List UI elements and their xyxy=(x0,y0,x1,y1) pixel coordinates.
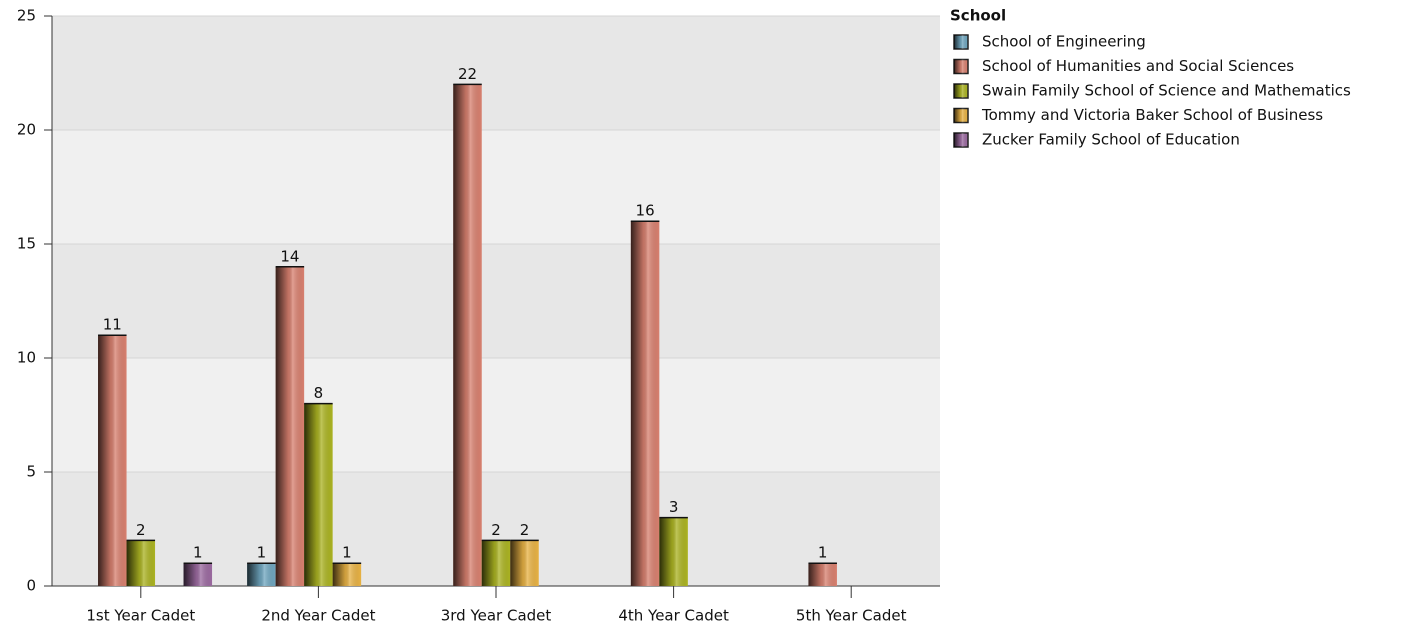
legend-label: Swain Family School of Science and Mathe… xyxy=(982,82,1351,100)
x-tick-label: 5th Year Cadet xyxy=(796,607,907,625)
legend-swatch-shade xyxy=(954,108,968,123)
plot-band xyxy=(52,244,940,358)
x-tick-label: 4th Year Cadet xyxy=(618,607,729,625)
y-tick-label: 20 xyxy=(17,121,36,139)
y-tick-label: 10 xyxy=(17,349,36,367)
legend-title: School xyxy=(950,7,1006,25)
value-label: 8 xyxy=(314,384,324,402)
plot-band xyxy=(52,358,940,472)
legend-swatch-shade xyxy=(954,84,968,98)
value-label: 11 xyxy=(103,316,122,334)
bar-shade xyxy=(481,540,511,586)
legend-label: Zucker Family School of Education xyxy=(982,131,1240,149)
bar-shade xyxy=(98,335,127,586)
legend-label: Tommy and Victoria Baker School of Busin… xyxy=(981,106,1323,124)
legend-label: School of Humanities and Social Sciences xyxy=(982,57,1294,75)
y-tick-label: 5 xyxy=(26,463,36,481)
value-label: 3 xyxy=(669,498,679,516)
plot-band xyxy=(52,130,940,244)
y-tick-label: 15 xyxy=(17,235,36,253)
bar-shade xyxy=(510,540,539,586)
legend-label: School of Engineering xyxy=(982,33,1146,51)
value-label: 2 xyxy=(520,521,530,539)
bar-shade xyxy=(304,403,333,586)
value-label: 22 xyxy=(458,65,477,83)
y-tick-label: 25 xyxy=(17,7,36,25)
value-label: 2 xyxy=(491,521,501,539)
bar-shade xyxy=(332,563,362,586)
bar-shade xyxy=(808,563,837,586)
bar-shade xyxy=(630,221,660,586)
legend-swatch-shade xyxy=(954,59,968,74)
bar-shade xyxy=(247,563,276,586)
value-label: 16 xyxy=(636,202,655,220)
plot-band xyxy=(52,16,940,130)
x-tick-label: 2nd Year Cadet xyxy=(261,607,375,625)
x-tick-label: 1st Year Cadet xyxy=(86,607,195,625)
legend-swatch-shade xyxy=(954,133,968,147)
value-label: 1 xyxy=(257,544,267,562)
bar-shade xyxy=(453,84,482,587)
value-label: 1 xyxy=(193,544,203,562)
value-label: 1 xyxy=(818,544,828,562)
legend-swatch-shade xyxy=(954,35,968,49)
value-label: 14 xyxy=(280,247,299,265)
bar-shade xyxy=(659,517,688,586)
value-label: 1 xyxy=(342,544,352,562)
bar-shade xyxy=(126,540,156,586)
x-tick-label: 3rd Year Cadet xyxy=(441,607,552,625)
bar-shade xyxy=(183,563,213,586)
y-tick-label: 0 xyxy=(26,577,36,595)
bar-shade xyxy=(275,266,305,586)
value-label: 2 xyxy=(136,521,146,539)
